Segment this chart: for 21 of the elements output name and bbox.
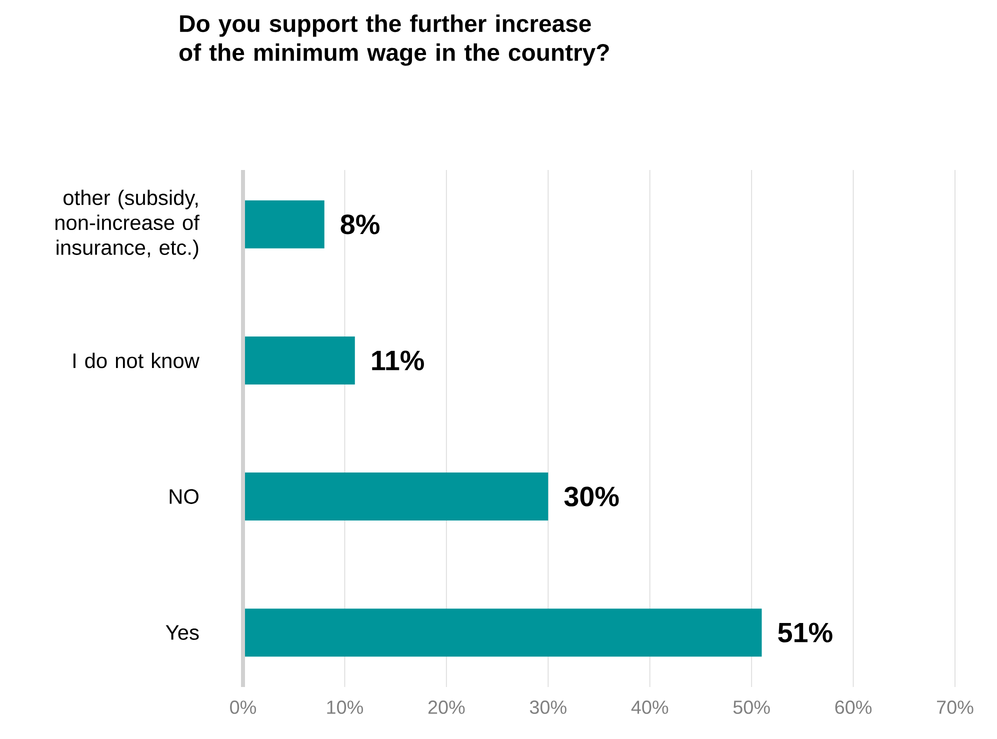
y-tick-label: Yes <box>166 625 199 640</box>
y-tick-label: other (subsidy, non-increase of insurance, etc.) <box>55 190 200 260</box>
x-tick-label: 20% <box>428 700 465 714</box>
data-label: 11% <box>372 350 424 370</box>
x-tick-label: 0% <box>230 700 256 714</box>
bar <box>243 336 355 384</box>
data-label: 30% <box>564 486 619 506</box>
data-label: 51% <box>778 622 832 642</box>
bar <box>243 608 762 657</box>
data-label: 8% <box>340 214 380 234</box>
y-tick-label: NO <box>170 489 198 504</box>
x-tick-label: 50% <box>733 700 770 714</box>
x-tick-label: 10% <box>327 700 363 714</box>
x-tick-label: 70% <box>937 700 974 714</box>
bar <box>243 200 324 248</box>
x-tick-label: 30% <box>530 700 566 714</box>
bar <box>243 472 548 521</box>
x-tick-label: 60% <box>835 700 872 714</box>
y-tick-label: I do not know <box>73 352 200 368</box>
x-tick-label: 40% <box>631 700 668 714</box>
chart-title: Do you support the further increase of the minimum wage in the country? <box>179 14 609 66</box>
